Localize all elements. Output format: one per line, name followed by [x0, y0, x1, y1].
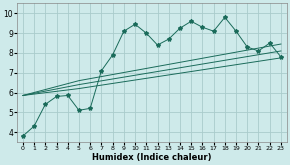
X-axis label: Humidex (Indice chaleur): Humidex (Indice chaleur) [92, 152, 212, 162]
